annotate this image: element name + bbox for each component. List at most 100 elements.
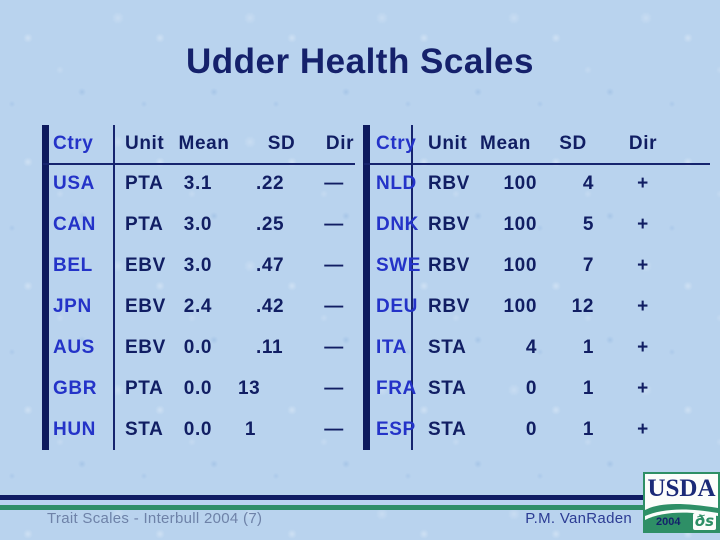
sd-frac: .25: [256, 213, 285, 235]
dir-cell: —: [324, 172, 344, 194]
slide-title: Udder Health Scales: [186, 42, 534, 81]
ctry-cell: DEU: [376, 295, 418, 317]
sd-cell: 1: [543, 327, 603, 368]
left-table-column-divider: [113, 125, 115, 450]
dir-cell: +: [637, 377, 649, 399]
spacer: [683, 368, 710, 409]
mean-cell: 100: [503, 213, 537, 235]
col-header-dir: Dir: [325, 133, 355, 154]
usda-year: 2004: [656, 516, 681, 528]
unit-cell: RBV: [428, 213, 470, 235]
sd-cell: .11: [238, 327, 325, 368]
right-table-header-rule: [364, 163, 710, 165]
mean-cell: 100: [503, 172, 537, 194]
spacer: [683, 245, 710, 286]
sd-frac: .22: [256, 172, 285, 194]
mean-cell: 3.0: [183, 213, 212, 235]
sd-int: 1: [582, 418, 594, 440]
sd-cell: 12: [543, 286, 603, 327]
mean-cell: 0.0: [183, 336, 212, 358]
sd-frac: .42: [256, 295, 285, 317]
col-header-unit: Unit: [125, 133, 165, 154]
mean-cell: 3.0: [183, 254, 212, 276]
dir-cell: —: [324, 295, 344, 317]
sd-cell: 5: [543, 204, 603, 245]
sd-cell: .47: [238, 245, 325, 286]
dir-cell: —: [324, 418, 344, 440]
sd-cell: 7: [543, 245, 603, 286]
ctry-cell: USA: [53, 172, 95, 194]
left-scale-table: Ctry Unit Mean SD Dir USA PTA 3.1 .22 — …: [42, 125, 355, 450]
sd-frac: .11: [256, 336, 284, 358]
footer-author: P.M. VanRaden: [525, 510, 632, 527]
unit-cell: RBV: [428, 295, 470, 317]
ctry-cell: JPN: [53, 295, 92, 317]
sd-int: 12: [571, 295, 594, 317]
unit-cell: EBV: [125, 254, 166, 276]
sd-int: 4: [582, 172, 594, 194]
mean-cell: 100: [503, 295, 537, 317]
dir-cell: —: [324, 213, 344, 235]
ctry-cell: BEL: [53, 254, 93, 276]
col-header-mean: Mean: [178, 133, 230, 154]
spacer: [683, 163, 710, 204]
footer-rule-green: [0, 505, 646, 510]
sd-int: 13: [238, 377, 261, 399]
col-header-dir: Dir: [628, 133, 658, 154]
ctry-cell: NLD: [376, 172, 417, 194]
mean-cell: 3.1: [183, 172, 212, 194]
mean-cell: 0: [525, 418, 537, 440]
dir-cell: +: [637, 172, 649, 194]
sd-cell: 1: [543, 368, 603, 409]
right-table-column-divider: [411, 125, 413, 450]
sd-frac: .47: [256, 254, 285, 276]
col-header-unit: Unit: [428, 133, 468, 154]
ctry-cell: SWE: [376, 254, 422, 276]
sd-cell: 1: [238, 409, 325, 450]
unit-cell: RBV: [428, 172, 470, 194]
mean-cell: 2.4: [183, 295, 212, 317]
sd-cell: 1: [543, 409, 603, 450]
unit-cell: STA: [428, 336, 467, 358]
ctry-cell: CAN: [53, 213, 96, 235]
dir-cell: +: [637, 418, 649, 440]
dir-cell: +: [637, 254, 649, 276]
mean-cell: 100: [503, 254, 537, 276]
spacer: [683, 204, 710, 245]
mean-cell: 0.0: [183, 377, 212, 399]
left-table-accent-bar: [42, 125, 49, 450]
col-header-ctry: Ctry: [376, 133, 417, 154]
sd-cell: .25: [238, 204, 325, 245]
ctry-cell: ITA: [376, 336, 407, 358]
sd-int: 1: [244, 418, 256, 440]
sd-cell: 13: [238, 368, 325, 409]
right-table-accent-bar: [363, 125, 370, 450]
col-header-sd: SD: [267, 133, 296, 154]
col-header-sd: SD: [559, 133, 587, 154]
unit-cell: STA: [428, 418, 467, 440]
ars-logo-icon: ðs: [692, 512, 716, 530]
sd-int: 7: [582, 254, 594, 276]
unit-cell: EBV: [125, 336, 166, 358]
footer-caption: Trait Scales - Interbull 2004 (7): [47, 510, 263, 527]
ctry-cell: AUS: [53, 336, 95, 358]
unit-cell: PTA: [125, 377, 164, 399]
unit-cell: RBV: [428, 254, 470, 276]
unit-cell: STA: [125, 418, 164, 440]
right-scale-table: Ctry Unit Mean SD Dir NLD RBV 100 4 + DN…: [363, 125, 710, 450]
usda-logo: USDA 2004 ðs: [643, 472, 720, 533]
ctry-cell: HUN: [53, 418, 96, 440]
spacer: [683, 409, 710, 450]
spacer: [683, 125, 710, 163]
mean-cell: 0.0: [183, 418, 212, 440]
mean-cell: 0: [525, 377, 537, 399]
footer-rule-navy: [0, 495, 646, 500]
ctry-cell: GBR: [53, 377, 98, 399]
unit-cell: STA: [428, 377, 467, 399]
sd-cell: 4: [543, 163, 603, 204]
unit-cell: PTA: [125, 172, 164, 194]
ctry-cell: FRA: [376, 377, 417, 399]
col-header-mean: Mean: [480, 133, 531, 154]
dir-cell: —: [324, 336, 344, 358]
